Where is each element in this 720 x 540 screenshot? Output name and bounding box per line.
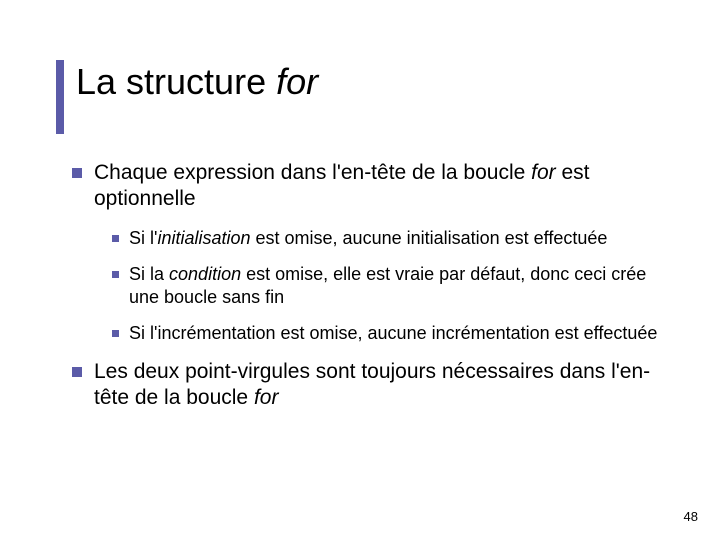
- page-number: 48: [684, 509, 698, 524]
- slide: La structure for Chaque expression dans …: [0, 0, 720, 540]
- bullet-level2: Si l'incrémentation est omise, aucune in…: [112, 322, 672, 345]
- text-run: Si l'incrémentation est omise, aucune in…: [129, 323, 657, 343]
- title-accent-bar: [56, 60, 64, 134]
- title-text-italic: for: [276, 61, 318, 102]
- square-bullet-icon: [72, 168, 82, 178]
- slide-title: La structure for: [76, 60, 318, 103]
- title-text-plain: La structure: [76, 61, 276, 102]
- text-run: Si la: [129, 264, 169, 284]
- text-run: Chaque expression dans l'en-tête de la b…: [94, 161, 531, 184]
- bullet-text: Les deux point-virgules sont toujours né…: [94, 359, 672, 412]
- square-bullet-icon: [112, 271, 119, 278]
- bullet-text: Si l'incrémentation est omise, aucune in…: [129, 322, 657, 345]
- text-run-italic: for: [254, 386, 279, 409]
- text-run-italic: initialisation: [157, 228, 250, 248]
- bullet-level2: Si la condition est omise, elle est vrai…: [112, 263, 672, 308]
- bullet-level1: Les deux point-virgules sont toujours né…: [72, 359, 672, 412]
- square-bullet-icon: [112, 235, 119, 242]
- bullet-text: Si la condition est omise, elle est vrai…: [129, 263, 672, 308]
- square-bullet-icon: [112, 330, 119, 337]
- text-run: Les deux point-virgules sont toujours né…: [94, 360, 650, 409]
- bullet-level2: Si l'initialisation est omise, aucune in…: [112, 227, 672, 250]
- text-run: est omise, aucune initialisation est eff…: [251, 228, 608, 248]
- text-run-italic: condition: [169, 264, 241, 284]
- text-run: Si l': [129, 228, 157, 248]
- text-run-italic: for: [531, 161, 556, 184]
- sub-bullet-list: Si l'initialisation est omise, aucune in…: [112, 227, 672, 345]
- slide-body: Chaque expression dans l'en-tête de la b…: [72, 160, 672, 425]
- square-bullet-icon: [72, 367, 82, 377]
- bullet-text: Si l'initialisation est omise, aucune in…: [129, 227, 607, 250]
- bullet-level1: Chaque expression dans l'en-tête de la b…: [72, 160, 672, 213]
- bullet-text: Chaque expression dans l'en-tête de la b…: [94, 160, 672, 213]
